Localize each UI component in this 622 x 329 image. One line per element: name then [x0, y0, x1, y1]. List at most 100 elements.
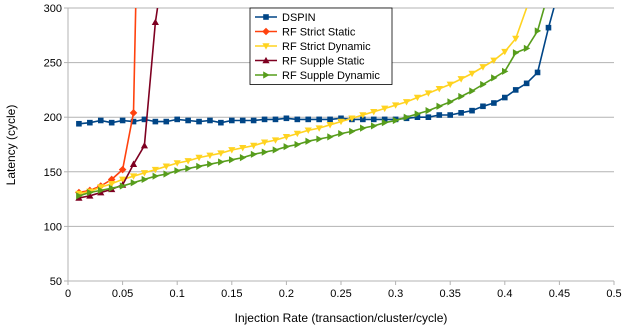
x-tick-label: 0.3	[388, 288, 403, 300]
legend-swatch-marker	[262, 56, 270, 64]
legend-label: RF Supple Static	[282, 56, 365, 68]
legend-swatch-marker	[263, 71, 270, 79]
data-point	[534, 27, 542, 35]
data-point	[294, 140, 301, 149]
data-point	[119, 182, 127, 190]
legend-item: DSPIN	[255, 12, 316, 24]
legend-item: RF Strict Static	[255, 27, 356, 39]
data-point	[545, 24, 552, 31]
legend-item: RF Supple Dynamic	[255, 70, 380, 82]
data-point	[97, 117, 104, 124]
data-point	[435, 86, 443, 93]
data-point	[502, 67, 509, 75]
data-point	[196, 118, 202, 125]
x-tick-label: 0.4	[497, 288, 512, 300]
data-point	[282, 134, 290, 141]
data-point	[381, 105, 389, 113]
data-point	[97, 184, 105, 191]
data-point	[129, 160, 138, 167]
data-point	[370, 116, 377, 123]
data-point	[436, 102, 443, 110]
data-point	[304, 127, 312, 134]
y-tick-label: 200	[44, 112, 62, 124]
data-point	[140, 170, 149, 177]
data-point	[173, 160, 181, 167]
data-point	[207, 160, 214, 168]
data-point	[327, 116, 333, 123]
data-point	[348, 115, 356, 122]
data-point	[305, 116, 312, 123]
x-tick-label: 0.5	[606, 288, 621, 300]
data-point	[118, 165, 127, 174]
data-point	[490, 57, 498, 65]
data-point	[141, 175, 149, 184]
data-point	[229, 156, 236, 164]
series-line-rf-supple-static	[78, 8, 159, 199]
data-point	[446, 81, 454, 89]
data-point	[491, 74, 498, 82]
legend-label: DSPIN	[282, 12, 316, 24]
data-point	[392, 116, 400, 125]
data-point	[293, 130, 301, 138]
data-point	[512, 49, 520, 57]
x-axis-title: Injection Rate (transaction/cluster/cycl…	[235, 311, 448, 325]
data-point	[250, 142, 258, 150]
data-point	[272, 146, 280, 154]
series-line-rf-strict-static	[78, 8, 137, 194]
series-rf-strict-static	[75, 8, 138, 197]
data-point	[479, 64, 487, 71]
data-point	[457, 76, 465, 83]
data-point	[359, 112, 367, 119]
data-point	[414, 114, 421, 120]
data-point	[370, 108, 378, 116]
data-point	[272, 116, 279, 123]
data-point	[403, 113, 411, 121]
data-point	[119, 117, 126, 124]
series-group	[75, 8, 555, 201]
data-point	[271, 137, 280, 144]
y-tick-label: 50	[50, 276, 62, 288]
data-point	[174, 116, 180, 123]
data-point	[261, 148, 269, 156]
data-point	[480, 103, 486, 110]
data-point	[360, 116, 366, 123]
data-point	[151, 166, 159, 174]
data-point	[326, 122, 334, 129]
data-point	[97, 186, 105, 194]
data-point	[425, 114, 432, 120]
data-point	[327, 133, 334, 141]
data-point	[337, 118, 345, 126]
data-point	[250, 150, 258, 158]
data-point	[469, 87, 476, 95]
data-point	[162, 163, 170, 170]
data-point	[413, 94, 422, 102]
data-point	[217, 150, 225, 157]
y-tick-label: 300	[44, 3, 62, 15]
data-point	[228, 147, 236, 154]
data-point	[76, 192, 83, 200]
data-point	[218, 119, 224, 126]
data-point	[250, 117, 257, 124]
data-point	[480, 80, 487, 89]
data-point	[392, 102, 400, 109]
data-point	[338, 129, 345, 138]
y-axis-title: Latency (cycle)	[4, 105, 18, 186]
data-point	[185, 164, 192, 173]
data-point	[108, 184, 116, 192]
data-point	[195, 154, 203, 162]
data-point	[108, 181, 116, 188]
data-point	[501, 48, 509, 56]
x-tick-label: 0.1	[170, 288, 185, 300]
data-point	[447, 112, 453, 118]
data-point	[207, 117, 213, 124]
data-point	[261, 116, 268, 123]
data-point	[402, 99, 411, 106]
legend-label: RF Supple Dynamic	[282, 70, 380, 82]
data-point	[436, 112, 443, 118]
x-tick-label: 0	[65, 288, 71, 300]
data-point	[185, 117, 191, 124]
data-point	[229, 117, 235, 124]
data-point	[130, 118, 137, 125]
data-point	[512, 35, 520, 43]
